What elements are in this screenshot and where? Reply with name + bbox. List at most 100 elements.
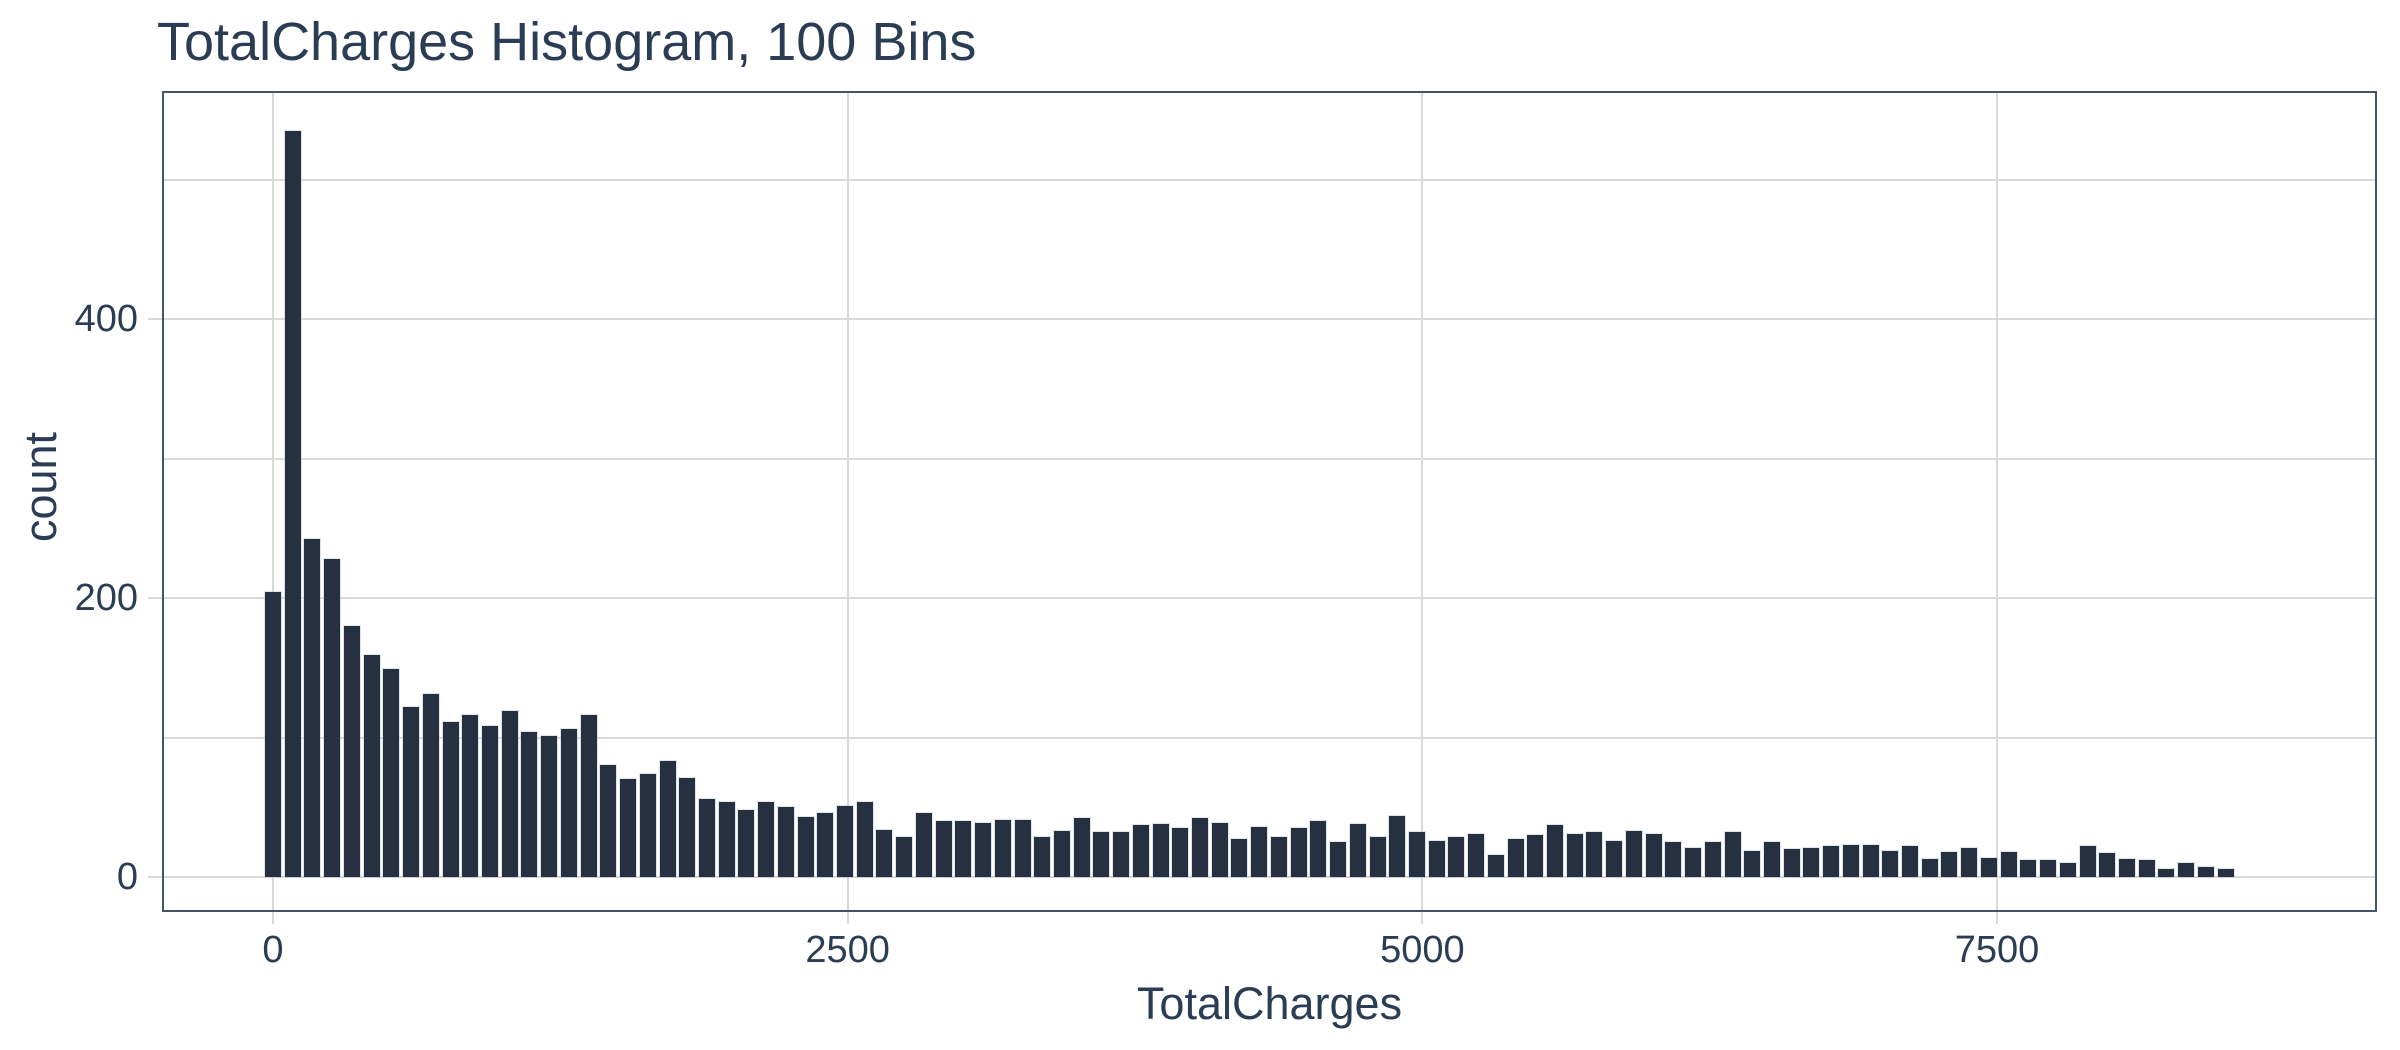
histogram-bar: [541, 736, 558, 877]
histogram-bar: [1093, 832, 1110, 877]
y-tick-label: 200: [74, 577, 138, 619]
histogram-bar: [1704, 842, 1721, 877]
histogram-bar: [994, 819, 1011, 877]
histogram-bar: [1547, 825, 1563, 877]
x-gridline: [846, 91, 849, 912]
histogram-bar: [876, 829, 893, 877]
histogram-bar: [265, 592, 281, 877]
y-gridline: [162, 178, 2377, 181]
plot-area[interactable]: [162, 91, 2377, 912]
histogram-bar: [2178, 863, 2195, 877]
histogram-bar: [1251, 826, 1268, 877]
histogram-bar: [1132, 825, 1149, 877]
histogram-bar: [2138, 860, 2155, 877]
histogram-bar: [955, 821, 972, 877]
histogram-bar: [1408, 832, 1425, 877]
histogram-bar: [363, 655, 380, 877]
histogram-bar: [915, 812, 932, 877]
histogram-bar: [482, 726, 498, 877]
y-gridline: [162, 736, 2377, 739]
histogram-bar: [422, 694, 439, 877]
histogram-bar: [1941, 851, 1958, 877]
histogram-bar: [1842, 844, 1859, 877]
histogram-bar: [1566, 833, 1583, 877]
histogram-bar: [2020, 860, 2037, 877]
histogram-bar: [580, 715, 597, 877]
histogram-bar: [1468, 833, 1485, 877]
histogram-bar: [1862, 844, 1879, 877]
histogram-bar: [1172, 828, 1189, 877]
x-tick-label: 0: [262, 929, 284, 971]
histogram-bar: [1823, 846, 1840, 877]
histogram-bar: [1448, 836, 1465, 877]
histogram-bar: [679, 778, 696, 877]
x-gridline: [1996, 91, 1999, 912]
y-gridline: [162, 597, 2377, 599]
histogram-bar: [1685, 847, 1701, 877]
histogram-bar: [935, 821, 952, 877]
x-gridline: [272, 91, 274, 912]
histogram-bar: [1290, 828, 1307, 877]
histogram-bar: [856, 801, 873, 877]
histogram-bar: [304, 539, 321, 877]
y-gridline: [162, 876, 2377, 878]
histogram-bar: [521, 731, 538, 877]
histogram-bar: [1231, 839, 1248, 877]
histogram-bar: [1034, 836, 1051, 877]
y-gridline: [162, 457, 2377, 460]
histogram-bar: [659, 761, 676, 877]
x-tick-mark: [1996, 912, 1999, 924]
histogram-bar: [2158, 868, 2175, 877]
histogram-bar: [620, 779, 636, 878]
histogram-bar: [383, 669, 400, 877]
histogram-bar: [758, 801, 775, 877]
histogram-bar: [1113, 832, 1130, 877]
histogram-bar: [1803, 847, 1820, 877]
x-tick-label: 2500: [805, 929, 890, 971]
histogram-bar: [639, 773, 656, 877]
histogram-bar: [1527, 835, 1544, 877]
histogram-bar: [1980, 857, 1997, 877]
histogram-bar: [442, 722, 459, 877]
histogram-bar: [343, 625, 360, 877]
histogram-bar: [1073, 818, 1090, 877]
x-gridline: [1421, 91, 1424, 912]
histogram-bar: [718, 801, 735, 877]
histogram-bar: [1152, 824, 1169, 877]
x-tick-mark: [1421, 912, 1424, 924]
histogram-bar: [1961, 847, 1978, 877]
histogram-bar: [2099, 853, 2116, 877]
histogram-bar: [1192, 818, 1208, 877]
histogram-bar: [324, 558, 341, 877]
histogram-bar: [1902, 846, 1918, 877]
x-tick-mark: [846, 912, 849, 924]
histogram-bar: [1665, 842, 1682, 877]
y-tick-mark: [148, 318, 162, 320]
histogram-bar: [1783, 849, 1800, 877]
chart-title: TotalCharges Histogram, 100 Bins: [157, 12, 977, 72]
histogram-bar: [600, 765, 617, 877]
histogram-bar: [1014, 819, 1031, 877]
histogram-bar: [698, 798, 715, 877]
histogram-bar: [2217, 868, 2234, 877]
histogram-bar: [1763, 842, 1780, 877]
histogram-bar: [1270, 836, 1287, 877]
histogram-bar: [1882, 850, 1899, 877]
y-tick-label: 400: [74, 298, 138, 340]
histogram-bar: [1349, 824, 1366, 877]
y-tick-label: 0: [116, 856, 138, 898]
histogram-bar: [1211, 822, 1228, 877]
histogram-bar: [2000, 851, 2017, 877]
histogram-bar: [817, 812, 834, 877]
histogram-bar: [1921, 858, 1938, 877]
x-tick-label: 7500: [1954, 929, 2040, 971]
histogram-bar: [1625, 831, 1642, 877]
histogram-bar: [1369, 836, 1386, 877]
histogram-bar: [837, 805, 853, 877]
histogram-bar: [777, 807, 794, 878]
histogram-bar: [284, 130, 301, 877]
histogram-bar: [403, 706, 420, 877]
histogram-bar: [2040, 860, 2057, 877]
histogram-bar: [1330, 842, 1346, 877]
